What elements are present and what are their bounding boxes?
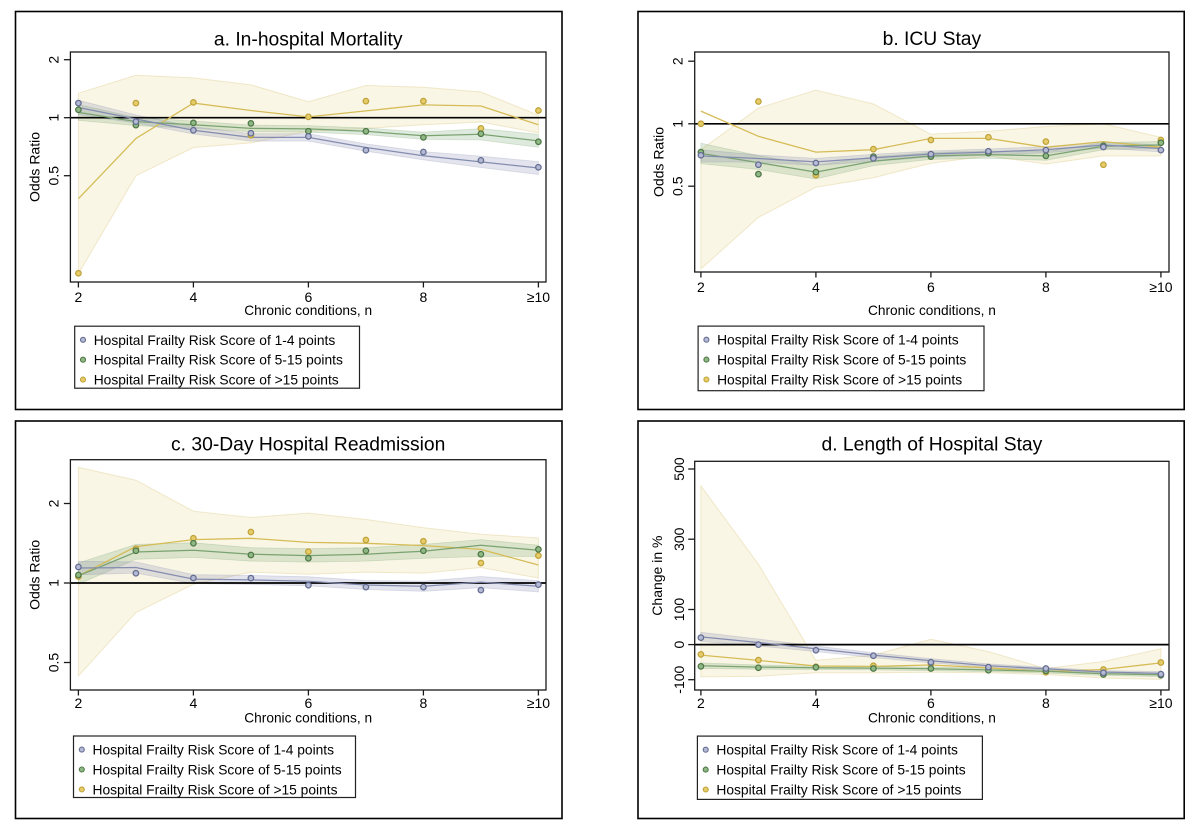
svg-text:Hospital Frailty Risk Score of: Hospital Frailty Risk Score of >15 point…	[93, 782, 338, 797]
svg-text:Hospital Frailty Risk Score of: Hospital Frailty Risk Score of 1-4 point…	[716, 743, 958, 758]
svg-text:8: 8	[1042, 279, 1050, 295]
svg-text:100: 100	[671, 598, 687, 622]
svg-text:6: 6	[305, 695, 313, 711]
svg-text:b. ICU Stay: b. ICU Stay	[883, 29, 982, 50]
svg-text:4: 4	[190, 695, 198, 711]
svg-text:0.5: 0.5	[45, 653, 61, 673]
svg-text:≥10: ≥10	[527, 289, 550, 305]
svg-text:Odds Ratio: Odds Ratio	[651, 127, 667, 197]
svg-text:Hospital Frailty Risk Score of: Hospital Frailty Risk Score of 1-4 point…	[93, 743, 335, 758]
svg-text:Hospital Frailty Risk Score of: Hospital Frailty Risk Score of 1-4 point…	[717, 333, 959, 348]
svg-text:Hospital Frailty Risk Score of: Hospital Frailty Risk Score of 5-15 poin…	[94, 353, 343, 368]
svg-text:4: 4	[190, 289, 198, 305]
svg-text:2: 2	[75, 289, 83, 305]
svg-text:Hospital Frailty Risk Score of: Hospital Frailty Risk Score of 5-15 poin…	[93, 763, 342, 778]
svg-text:4: 4	[812, 695, 820, 711]
svg-text:Hospital Frailty Risk Score of: Hospital Frailty Risk Score of >15 point…	[94, 373, 339, 388]
svg-text:0.5: 0.5	[670, 176, 686, 196]
svg-text:6: 6	[305, 289, 313, 305]
svg-text:Hospital Frailty Risk Score of: Hospital Frailty Risk Score of 5-15 poin…	[716, 763, 965, 778]
svg-text:Odds Ratio: Odds Ratio	[26, 540, 42, 610]
svg-text:Hospital Frailty Risk Score of: Hospital Frailty Risk Score of 5-15 poin…	[717, 353, 966, 368]
svg-text:c. 30-Day Hospital Readmission: c. 30-Day Hospital Readmission	[171, 435, 445, 456]
svg-text:1: 1	[45, 114, 61, 122]
svg-text:2: 2	[45, 56, 61, 64]
svg-text:-100: -100	[671, 665, 687, 693]
svg-text:Chronic conditions, n: Chronic conditions, n	[244, 303, 372, 318]
svg-text:Hospital Frailty Risk Score of: Hospital Frailty Risk Score of >15 point…	[716, 783, 961, 798]
svg-text:2: 2	[45, 499, 61, 507]
svg-text:Chronic conditions, n: Chronic conditions, n	[868, 303, 996, 318]
svg-text:2: 2	[670, 57, 686, 65]
svg-text:Chronic conditions, n: Chronic conditions, n	[244, 711, 372, 726]
svg-text:1: 1	[670, 120, 686, 128]
svg-text:Hospital Frailty Risk Score of: Hospital Frailty Risk Score of 1-4 point…	[94, 333, 336, 348]
svg-text:≥10: ≥10	[1149, 279, 1172, 295]
svg-text:a. In-hospital Mortality: a. In-hospital Mortality	[214, 29, 403, 50]
svg-text:6: 6	[927, 279, 935, 295]
svg-text:2: 2	[75, 695, 83, 711]
svg-text:6: 6	[927, 695, 935, 711]
svg-text:2: 2	[697, 279, 705, 295]
svg-text:8: 8	[420, 289, 428, 305]
svg-text:Odds Ratio: Odds Ratio	[26, 132, 42, 202]
svg-text:8: 8	[1042, 695, 1050, 711]
svg-text:8: 8	[420, 695, 428, 711]
svg-text:d. Length of Hospital Stay: d. Length of Hospital Stay	[821, 435, 1042, 456]
svg-text:≥10: ≥10	[527, 695, 550, 711]
svg-text:Chronic conditions, n: Chronic conditions, n	[868, 711, 996, 726]
svg-text:1: 1	[45, 579, 61, 587]
svg-text:Change in %: Change in %	[649, 536, 665, 616]
svg-text:2: 2	[697, 695, 705, 711]
svg-text:Hospital Frailty Risk Score of: Hospital Frailty Risk Score of >15 point…	[717, 373, 962, 388]
svg-text:300: 300	[671, 527, 687, 551]
svg-text:4: 4	[812, 279, 820, 295]
svg-text:0: 0	[671, 640, 687, 648]
svg-text:0.5: 0.5	[45, 166, 61, 186]
svg-text:500: 500	[671, 457, 687, 481]
svg-text:≥10: ≥10	[1149, 695, 1172, 711]
